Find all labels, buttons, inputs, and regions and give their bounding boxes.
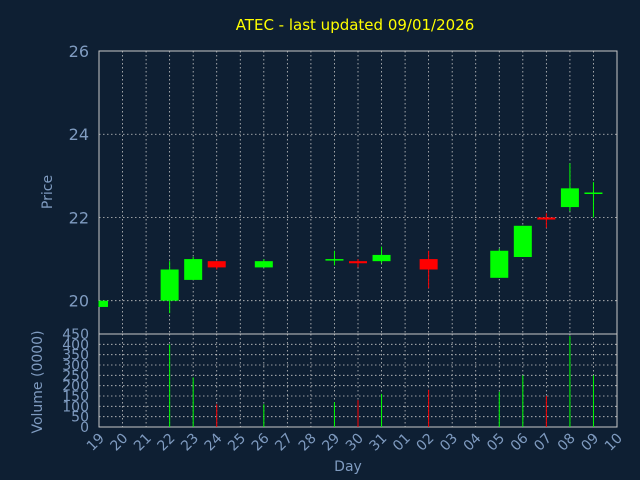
x-tick-label: 06	[508, 430, 532, 454]
x-tick-label: 02	[414, 431, 438, 455]
x-tick-label: 21	[131, 431, 155, 455]
price-tick-label: 22	[69, 208, 89, 227]
volume-tick-label: 250	[62, 368, 89, 384]
x-tick-label: 04	[461, 430, 485, 454]
volume-tick-label: 400	[62, 337, 89, 353]
volume-tick-label: 0	[80, 420, 89, 436]
price-tick-label: 26	[69, 42, 89, 61]
x-tick-label: 30	[343, 431, 367, 455]
x-tick-label: 08	[555, 431, 579, 455]
candle-body	[513, 225, 532, 258]
x-tick-label: 22	[155, 431, 179, 455]
candle-body	[184, 259, 203, 280]
x-tick-label: 07	[531, 431, 555, 455]
x-tick-label: 28	[296, 431, 320, 455]
volume-tick-label: 100	[62, 399, 89, 415]
x-tick-label: 24	[202, 430, 226, 454]
x-tick-label: 09	[578, 431, 602, 455]
candle-body	[207, 261, 226, 268]
x-tick-label: 25	[225, 431, 249, 455]
volume-tick-label: 350	[62, 348, 89, 364]
x-tick-label: 23	[178, 431, 202, 455]
x-tick-label: 27	[272, 431, 296, 455]
candle-body	[160, 269, 179, 301]
candle-body	[584, 192, 603, 194]
price-tick-label: 20	[69, 292, 89, 311]
x-tick-label: 26	[249, 430, 273, 454]
price-tick-label: 24	[69, 125, 89, 144]
candle-body	[490, 250, 509, 278]
x-tick-label: 10	[602, 431, 626, 455]
x-tick-label: 03	[437, 431, 461, 455]
chart-title: ATEC - last updated 09/01/2026	[236, 16, 475, 34]
candle-body	[254, 261, 273, 268]
x-tick-label: 31	[366, 431, 390, 455]
x-tick-label: 29	[319, 431, 343, 455]
x-ticks: 19 20 21 22 23 24 25 26 27 28 29 30 31 01 02 03 04 05 06 07…	[84, 430, 626, 454]
volume-axis-label: Volume (0000)	[30, 330, 46, 433]
candle-body	[419, 259, 438, 270]
x-tick-label: 05	[484, 431, 508, 455]
price-y-ticks: 20 22 24 26	[69, 42, 89, 311]
candle-body	[349, 261, 367, 264]
candle-body	[325, 259, 344, 261]
candle-body	[560, 188, 579, 208]
volume-tick-label: 50	[71, 410, 89, 426]
x-tick-label: 01	[390, 431, 414, 455]
price-candles	[98, 163, 603, 314]
price-axis-label: Price	[40, 175, 56, 209]
candle-body	[372, 254, 391, 262]
volume-tick-label: 200	[62, 379, 89, 395]
x-axis-label: Day	[334, 459, 362, 475]
volume-tick-label: 300	[62, 358, 89, 374]
volume-tick-label: 450	[62, 327, 89, 343]
candle-body	[99, 300, 108, 307]
volume-bars	[169, 336, 594, 427]
x-tick-label: 20	[107, 431, 131, 455]
volume-tick-label: 150	[62, 389, 89, 405]
candle-body	[537, 217, 556, 220]
